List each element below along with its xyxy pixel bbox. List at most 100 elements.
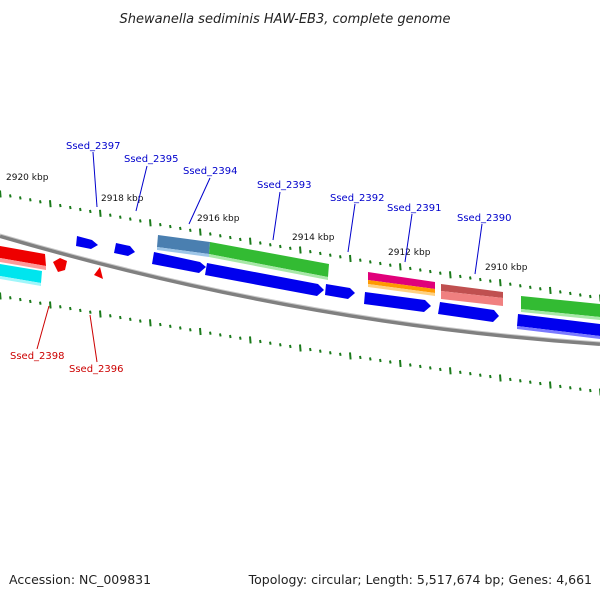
tick-mark — [119, 315, 122, 320]
tick-mark — [169, 324, 172, 328]
gene-arrow-ssed-2391-lower[interactable] — [364, 292, 431, 312]
gene-box-ssed-2391-cds[interactable] — [368, 272, 435, 289]
tick-mark — [29, 198, 32, 202]
tick-mark — [329, 351, 332, 355]
tick-mark — [159, 223, 162, 227]
tick-mark — [129, 217, 132, 221]
gene-label-ssed-2395[interactable]: Ssed_2395 — [124, 154, 179, 165]
gene-box-cyan[interactable] — [0, 264, 42, 283]
tick-label: 2914 kbp — [292, 233, 335, 243]
gene-label-ssed-2397[interactable]: Ssed_2397 — [66, 141, 121, 152]
gene-arrow-ssed-2398[interactable] — [53, 258, 67, 272]
tick-mark — [289, 246, 292, 250]
gene-box-ssed-2390-cds[interactable] — [441, 284, 503, 298]
tick-mark — [379, 261, 382, 266]
tick-mark — [249, 336, 252, 344]
tick-mark — [219, 333, 222, 337]
tick-mark — [179, 326, 182, 330]
tick-mark — [439, 271, 442, 275]
tick-mark — [299, 344, 302, 352]
tick-mark — [9, 296, 12, 300]
tick-mark — [579, 387, 582, 391]
topology-summary: Topology: circular; Length: 5,517,674 bp… — [248, 572, 592, 587]
tick-mark — [309, 250, 312, 254]
gene-label-ssed-2390[interactable]: Ssed_2390 — [457, 213, 512, 224]
tick-mark — [319, 251, 322, 256]
gene-arrow-ssed-2393-lower[interactable] — [205, 263, 324, 296]
gene-arrow-ssed-2396[interactable] — [94, 267, 103, 279]
tick-mark — [39, 301, 42, 305]
gene-label-ssed-2393[interactable]: Ssed_2393 — [257, 180, 312, 191]
tick-mark — [49, 301, 52, 309]
gene-arrow-ssed-2394-lower[interactable] — [152, 252, 206, 273]
tick-mark — [459, 370, 462, 374]
feature-band-lower — [0, 246, 600, 339]
tick-mark — [539, 287, 542, 291]
tick-mark — [559, 384, 562, 389]
gene-label-ssed-2398[interactable]: Ssed_2398 — [10, 351, 65, 362]
tick-mark — [409, 363, 412, 367]
tick-mark — [139, 219, 142, 223]
tick-mark — [499, 279, 502, 287]
tick-mark — [369, 357, 372, 361]
tick-mark — [109, 314, 112, 318]
gene-arrow-ssed-2390-lower[interactable] — [438, 302, 499, 322]
tick-mark — [39, 200, 42, 204]
tick-mark — [429, 269, 432, 274]
tick-mark — [249, 237, 252, 245]
tick-mark — [69, 306, 72, 311]
tick-mark — [179, 226, 182, 231]
gene-label-ssed-2394[interactable]: Ssed_2394 — [183, 166, 238, 177]
tick-mark — [579, 293, 582, 297]
tick-mark — [89, 310, 92, 314]
tick-mark — [229, 235, 232, 240]
tick-mark — [499, 374, 502, 382]
tick-row-upper — [0, 190, 600, 302]
tick-mark — [199, 228, 202, 236]
tick-mark — [379, 358, 382, 363]
tick-mark — [149, 219, 152, 227]
tick-mark — [199, 327, 202, 336]
tick-mark — [89, 209, 92, 214]
gene-box-cyan-strip — [0, 276, 41, 286]
tick-mark — [269, 243, 272, 247]
tick-mark — [559, 290, 562, 294]
tick-mark — [329, 253, 332, 257]
tick-mark — [99, 209, 102, 217]
tick-mark — [279, 343, 282, 347]
gene-box-ssed-2394-cds[interactable] — [157, 235, 210, 254]
tick-mark — [79, 308, 82, 313]
gene-label-ssed-2391[interactable]: Ssed_2391 — [387, 203, 442, 214]
tick-mark — [99, 310, 102, 318]
tick-label: 2920 kbp — [6, 173, 49, 183]
tick-mark — [569, 386, 572, 390]
tick-mark — [239, 237, 242, 242]
tick-mark — [349, 352, 352, 360]
tick-label: 2918 kbp — [101, 194, 144, 204]
gene-box-green-right[interactable] — [521, 296, 600, 317]
gene-arrow-ssed-2397[interactable] — [76, 236, 98, 249]
tick-mark — [399, 359, 402, 368]
tick-mark — [539, 381, 542, 386]
gene-label-ssed-2392[interactable]: Ssed_2392 — [330, 193, 385, 204]
tick-mark — [9, 194, 12, 198]
gene-arrow-ssed-2395[interactable] — [114, 243, 135, 256]
tick-mark — [279, 244, 282, 249]
tick-mark — [209, 232, 212, 236]
gene-box-ssed-2393-strip — [209, 254, 328, 280]
gene-label-ssed-2396[interactable]: Ssed_2396 — [69, 364, 124, 375]
tick-mark — [79, 207, 82, 212]
tick-mark — [59, 203, 62, 208]
gene-arrow-ssed-2392[interactable] — [325, 284, 355, 299]
tick-mark — [0, 190, 2, 198]
tick-mark — [489, 279, 492, 283]
tick-mark — [469, 372, 472, 376]
tick-mark — [569, 291, 572, 296]
gene-box-ssed-2393-cds[interactable] — [209, 242, 329, 277]
gene-box-ssed-2398-red[interactable] — [0, 246, 46, 266]
tick-mark — [219, 234, 222, 238]
tick-mark — [589, 294, 592, 299]
gene-box-blue-right[interactable] — [517, 314, 600, 336]
tick-mark — [159, 322, 162, 327]
tick-mark — [389, 263, 392, 267]
